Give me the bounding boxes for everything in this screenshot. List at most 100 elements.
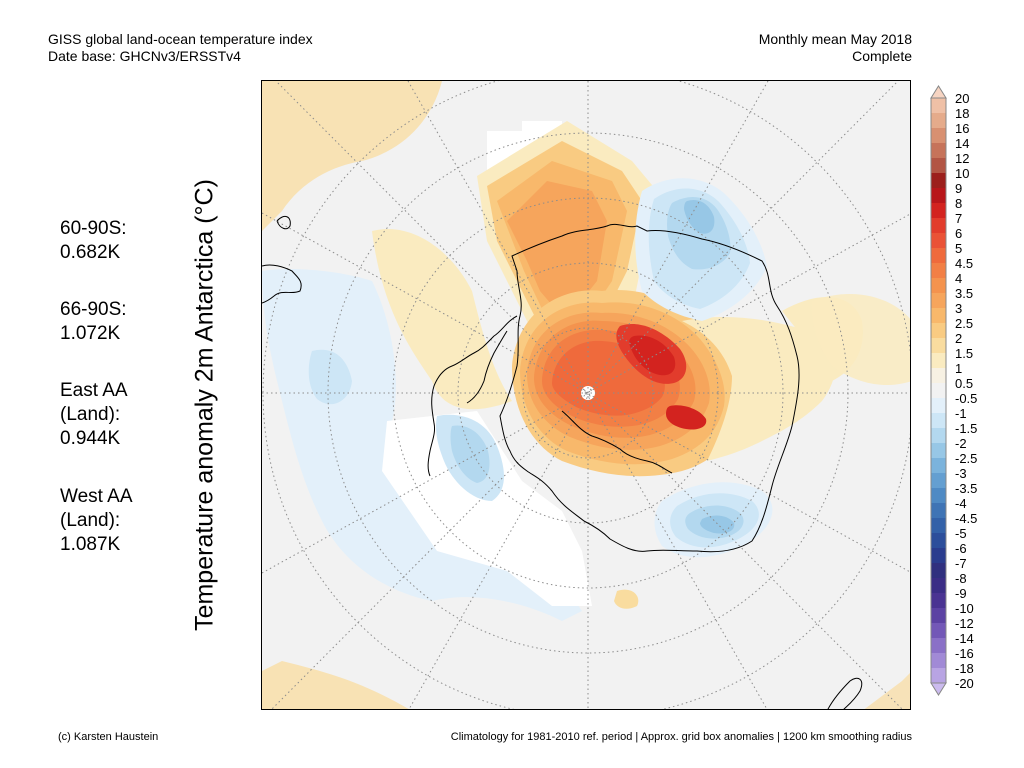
period-title: Monthly mean May 2018 [758,31,912,47]
colorbar-swatch [931,338,946,353]
colorbar-swatch [931,98,946,113]
colorbar-tick-label: -7 [955,556,967,571]
anomaly-zone [262,661,409,709]
peninsula-coastline [427,315,518,477]
colorbar-min-arrow [930,682,947,696]
stat-66-90s: 66-90S: 1.072K [60,299,127,344]
colorbar-swatch [931,458,946,473]
anomaly-zone [864,673,910,709]
anomaly-zone [372,229,512,410]
colorbar-swatch [931,668,946,683]
colorbar-tick-label: -2.5 [955,451,978,466]
colorbar-tick-label: -8 [955,571,967,586]
anomaly-zone [684,199,715,234]
anomaly-zone [507,181,607,311]
colorbar-tick-label: 1 [955,361,963,376]
colorbar-tick-label: 12 [955,151,970,166]
colorbar-tick-label: 0.5 [955,376,974,391]
colorbar [930,85,947,696]
colorbar-swatch [931,218,946,233]
colorbar-tick-label: -5 [955,526,967,541]
colorbar-swatch [931,398,946,413]
colorbar-swatch [931,518,946,533]
period-status: Complete [852,48,912,64]
colorbar-max-arrow [930,85,947,99]
colorbar-swatch [931,593,946,608]
colorbar-tick-label: -3.5 [955,481,978,496]
colorbar-swatch [931,113,946,128]
colorbar-swatch [931,623,946,638]
colorbar-tick-label: -14 [955,631,974,646]
colorbar-swatch [931,503,946,518]
colorbar-tick-label: 3.5 [955,286,974,301]
colorbar-swatch [931,473,946,488]
colorbar-swatch [931,368,946,383]
colorbar-tick-label: 18 [955,106,970,121]
dataset-title: GISS global land-ocean temperature index [48,31,313,47]
colorbar-tick-label: -2 [955,436,967,451]
stat-west-aa-land: West AA (Land): 1.087K [60,486,133,555]
colorbar-tick-label: -1.5 [955,421,978,436]
colorbar-tick-label: -1 [955,406,967,421]
colorbar-swatch [931,323,946,338]
colorbar-tick-label: -20 [955,676,974,691]
colorbar-swatch [931,608,946,623]
colorbar-tick-label: -4.5 [955,511,978,526]
anomaly-zone [682,316,836,461]
colorbar-swatch [931,488,946,503]
colorbar-tick-label: -0.5 [955,391,978,406]
colorbar-tick-label: 14 [955,136,970,151]
colorbar-swatch [931,533,946,548]
colorbar-swatch [931,203,946,218]
colorbar-swatch [931,563,946,578]
colorbar-tick-label: 1.5 [955,346,974,361]
colorbar-tick-label: -3 [955,466,967,481]
polar-anomaly-map [262,81,910,709]
colorbar-swatch [931,248,946,263]
south-america-coastline [262,215,302,304]
header-right: Monthly mean May 2018 Complete [759,31,912,65]
colorbar-tick-label: -18 [955,661,974,676]
stat-east-aa-land: East AA (Land): 0.944K [60,380,128,449]
colorbar-tick-label: 5 [955,241,963,256]
no-data-patch [382,411,592,606]
dataset-base: Date base: GHCNv3/ERSSTv4 [48,48,241,64]
colorbar-swatch [931,578,946,593]
colorbar-tick-label: 8 [955,196,963,211]
colorbar-tick-label: 16 [955,121,970,136]
map-panel [261,80,911,710]
colorbar-tick-label: 10 [955,166,970,181]
colorbar-swatch [931,293,946,308]
colorbar-swatch [931,278,946,293]
colorbar-tick-label: 7 [955,211,963,226]
colorbar-tick-label: 4 [955,271,963,286]
colorbar-swatch [931,158,946,173]
colorbar-tick-label: 9 [955,181,963,196]
methodology-note: Climatology for 1981-2010 ref. period | … [450,731,912,743]
colorbar-tick-label: 6 [955,226,963,241]
colorbar-swatch [931,263,946,278]
colorbar-tick-label: -12 [955,616,974,631]
colorbar-swatch [931,143,946,158]
anomaly-zone [450,425,490,483]
colorbar-tick-label: -4 [955,496,967,511]
colorbar-tick-label: 20 [955,91,970,106]
anomaly-zone [700,515,735,534]
colorbar-tick-label: -6 [955,541,967,556]
credit-text: (c) Karsten Haustein [58,731,159,743]
anomaly-zone [308,349,352,405]
colorbar-tick-label: -16 [955,646,974,661]
colorbar-tick-label: -9 [955,586,967,601]
colorbar-swatch [931,548,946,563]
colorbar-swatch [931,443,946,458]
colorbar-swatch [931,413,946,428]
colorbar-swatch [931,128,946,143]
anomaly-zone [262,81,442,231]
colorbar-swatch [931,188,946,203]
colorbar-tick-label: -10 [955,601,974,616]
antarctica-coastline [499,223,800,553]
colorbar-swatch [931,308,946,323]
latitude-grid [262,81,910,709]
anomaly-zone [811,294,910,386]
colorbar-tick-label: 2 [955,331,963,346]
